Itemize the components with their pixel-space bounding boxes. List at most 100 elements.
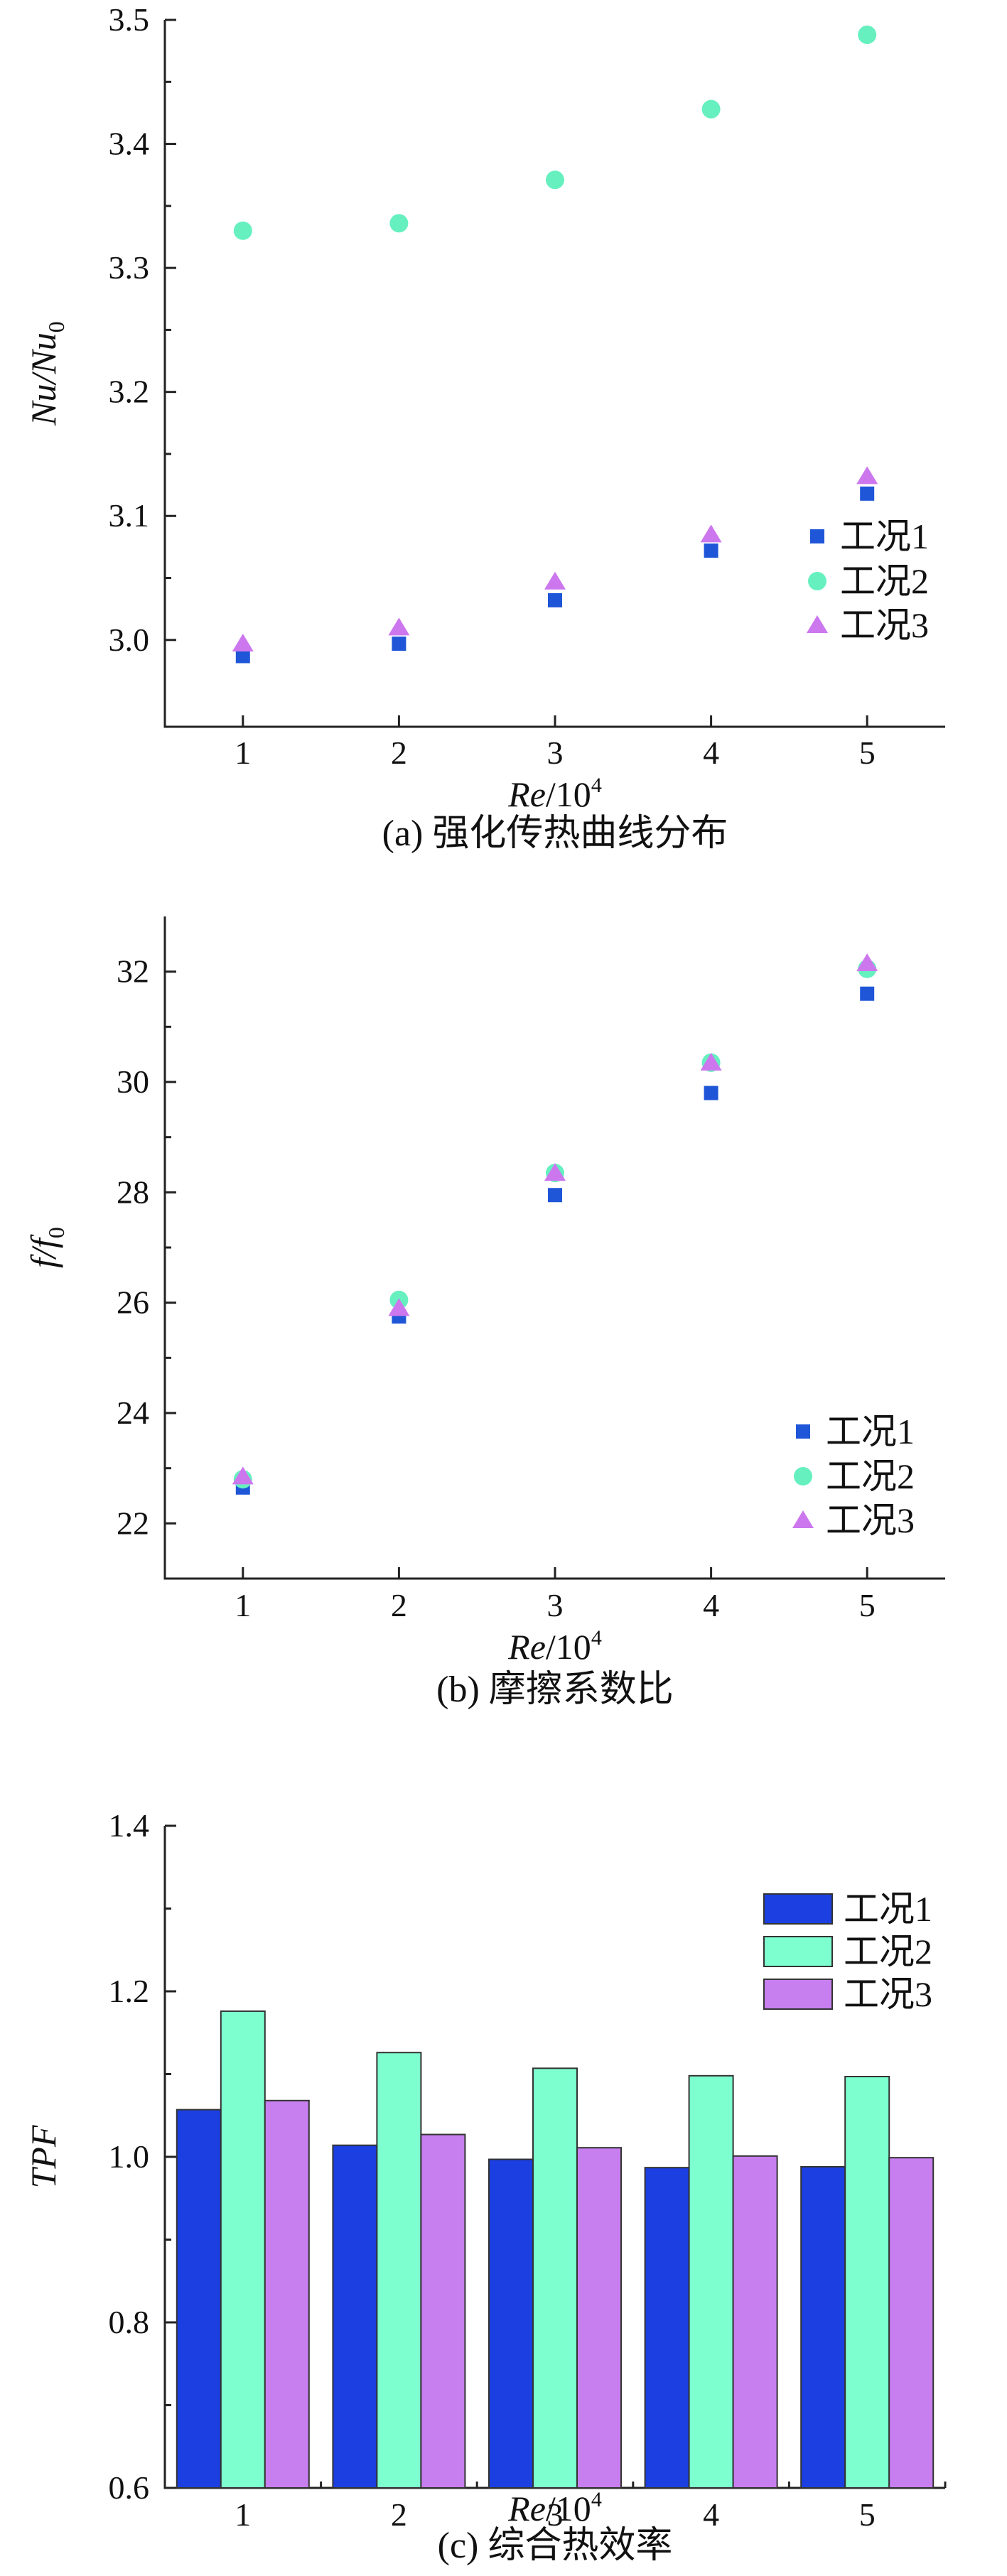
- x-axis-label: Re/104: [507, 2488, 602, 2528]
- data-point: [856, 466, 878, 485]
- legend-label: 工况3: [844, 1974, 932, 2014]
- y-axis-label: TPF: [23, 2125, 63, 2188]
- data-point: [856, 953, 878, 972]
- data-point: [704, 543, 718, 558]
- y-tick-label: 0.8: [109, 2304, 150, 2340]
- x-tick-label: 4: [703, 735, 719, 771]
- data-point: [235, 649, 250, 664]
- legend-label: 工况3: [826, 1500, 915, 1540]
- legend-marker: [810, 529, 824, 543]
- x-tick-label: 2: [391, 2496, 407, 2533]
- legend-label: 工况1: [840, 516, 929, 556]
- legend-marker: [808, 572, 826, 590]
- x-axis-label-rest: /10: [546, 1627, 591, 1667]
- y-tick-label: 1.0: [109, 2138, 150, 2175]
- chart-panel-3: 1 2 3 4 5 0.6 0.8 1.0 1.2 1.4 Re/104 TPF (c) 综合热效率 工况…: [23, 1807, 947, 2566]
- x-axis-label-var: Re: [507, 774, 546, 814]
- x-tick-label: 3: [547, 2496, 564, 2533]
- y-tick-label: 30: [117, 1064, 149, 1100]
- x-axis-label: Re/104: [507, 1626, 602, 1667]
- legend-label: 工况2: [840, 561, 929, 601]
- y-tick-label: 22: [117, 1505, 149, 1541]
- legend-marker: [794, 1467, 812, 1485]
- y-tick-label: 32: [117, 953, 149, 990]
- y-axis-label-sub: 0: [43, 1227, 69, 1238]
- x-tick-label: 5: [859, 1587, 876, 1623]
- y-axis-label-main: Nu: [23, 384, 63, 426]
- data-point: [232, 1466, 254, 1485]
- bar: [532, 2067, 578, 2489]
- y-tick-label: 1.2: [109, 1973, 150, 2009]
- data-point: [700, 1052, 722, 1071]
- x-tick-label: 2: [391, 1587, 407, 1623]
- bar: [420, 2133, 466, 2489]
- data-point: [392, 637, 406, 651]
- bar: [176, 2109, 222, 2489]
- y-tick-label: 3.2: [109, 374, 150, 410]
- y-tick-label: 3.3: [109, 249, 150, 286]
- x-axis-label-rest: /10: [546, 774, 591, 814]
- y-tick-label: 0.6: [109, 2469, 150, 2506]
- bar: [220, 2010, 266, 2489]
- bar: [376, 2052, 422, 2489]
- x-tick-label: 5: [859, 735, 876, 771]
- y-tick-label: 3.1: [109, 497, 150, 534]
- y-tick-label: 28: [117, 1174, 149, 1210]
- x-tick-label: 5: [859, 2496, 876, 2533]
- bar: [800, 2165, 846, 2489]
- data-point: [233, 221, 252, 240]
- y-tick-label: 1.4: [109, 1807, 150, 1844]
- bar: [332, 2144, 378, 2489]
- x-tick-label: 2: [391, 735, 407, 771]
- y-axis-label-mid: /f: [23, 1234, 63, 1260]
- legend-swatch: [763, 1936, 833, 1967]
- data-point: [548, 592, 562, 607]
- x-tick-label: 1: [235, 2496, 251, 2533]
- data-point: [232, 634, 254, 652]
- legend-label: 工况2: [826, 1456, 915, 1496]
- y-axis-label-sub: 0: [43, 321, 69, 332]
- bar: [488, 2158, 534, 2489]
- x-axis-label: Re/104: [507, 774, 602, 814]
- legend-marker: [796, 1424, 810, 1439]
- legend-label: 工况3: [840, 605, 929, 645]
- y-tick-label: 3.4: [109, 126, 150, 162]
- y-axis-label-mid: /Nu: [23, 332, 63, 386]
- x-axis-label-sup: 4: [591, 2488, 602, 2511]
- x-tick-label: 3: [547, 735, 564, 771]
- legend-label: 工况2: [844, 1932, 932, 1971]
- legend-swatch: [763, 1893, 833, 1925]
- x-axis-label-sup: 4: [591, 1626, 602, 1650]
- x-axis-label-var: Re: [507, 1627, 546, 1667]
- bar: [688, 2074, 734, 2489]
- x-axis-label-var: Re: [507, 2489, 546, 2528]
- bar: [888, 2157, 935, 2489]
- data-point: [858, 25, 877, 44]
- data-point: [704, 1086, 718, 1100]
- x-tick-label: 1: [235, 1587, 251, 1623]
- y-tick-label: 24: [117, 1395, 149, 1431]
- x-axis-label-rest: /10: [546, 2489, 591, 2528]
- bar: [264, 2099, 310, 2489]
- data-point: [546, 171, 564, 190]
- y-axis-label: f/f0: [23, 1227, 69, 1268]
- bar: [576, 2147, 622, 2489]
- legend-swatch: [763, 1979, 833, 2010]
- bar: [644, 2167, 690, 2489]
- y-tick-label: 3.5: [109, 1, 150, 38]
- axis-frame: [163, 20, 945, 728]
- legend-marker: [792, 1510, 814, 1528]
- data-point: [700, 524, 722, 543]
- data-point: [544, 1163, 566, 1181]
- panel-caption: (c) 综合热效率: [438, 2526, 673, 2566]
- x-axis-label-sup: 4: [591, 774, 602, 797]
- legend-label: 工况1: [844, 1889, 932, 1929]
- x-tick-label: 4: [703, 1587, 719, 1623]
- legend-marker: [807, 615, 828, 633]
- data-point: [860, 486, 875, 501]
- bar: [732, 2155, 778, 2489]
- panel-caption: (b) 摩擦系数比: [436, 1669, 674, 1710]
